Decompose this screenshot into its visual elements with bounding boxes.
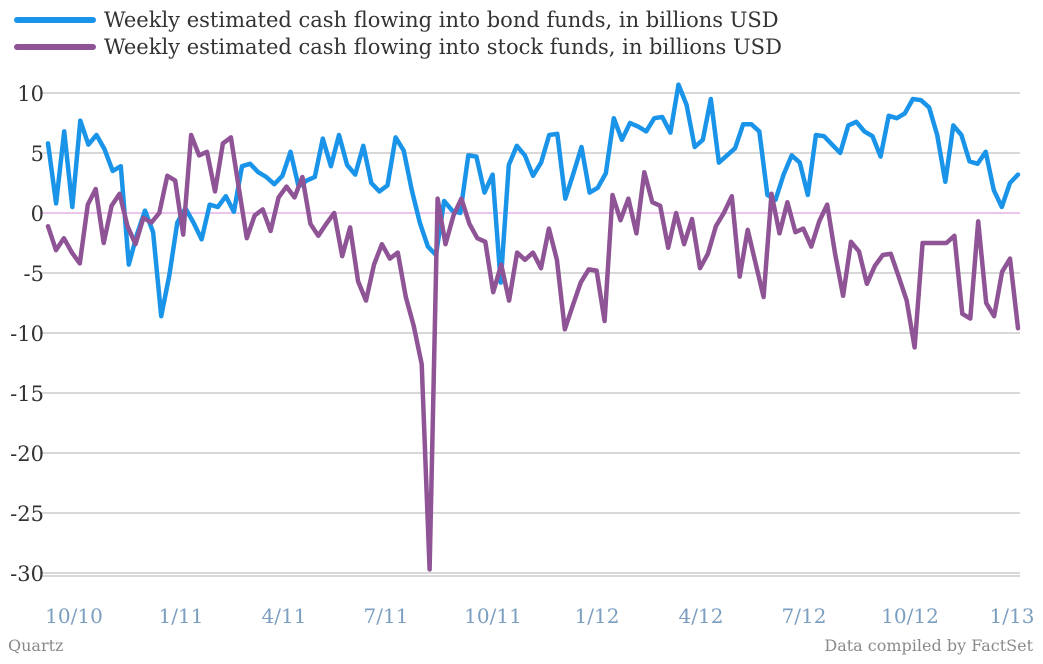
x-tick-label: 1/11 [159,604,204,628]
y-tick-label: -10 [10,322,44,346]
y-tick-label: -5 [24,262,44,286]
y-axis-tick-labels: 10 5 0 -5 -10 -15 -20 -25 -30 [10,82,44,586]
x-tick-label: 4/12 [679,604,724,628]
chart-series [45,82,1021,572]
y-tick-label: 5 [31,142,44,166]
legend-item-stock-funds: Weekly estimated cash flowing into stock… [14,33,782,60]
y-tick-label: -15 [10,382,44,406]
grid-lines [40,92,1020,577]
x-tick-label: 7/12 [782,604,827,628]
y-tick-label: 0 [31,202,44,226]
x-axis-tick-labels: 10/10 1/11 4/11 7/11 10/11 1/12 4/12 7/12 10/12 1… [45,604,1034,628]
x-tick-label: 10/10 [45,604,103,628]
x-tick-label: 1/12 [575,604,620,628]
y-tick-label: -30 [10,562,44,586]
x-tick-label: 10/11 [464,604,522,628]
x-tick-label: 7/11 [364,604,409,628]
y-tick-label: -20 [10,442,44,466]
x-tick-label: 4/11 [262,604,307,628]
legend-item-bond-funds: Weekly estimated cash flowing into bond … [14,6,782,33]
series-line-bond-funds [45,82,1021,319]
y-tick-label: 10 [17,82,44,106]
legend-label-stock-funds: Weekly estimated cash flowing into stock… [104,34,782,59]
legend-label-bond-funds: Weekly estimated cash flowing into bond … [104,7,779,32]
legend-swatch-bond-funds [14,16,96,23]
chart-legend: Weekly estimated cash flowing into bond … [14,6,782,60]
series-line-stock-funds [45,132,1021,572]
x-tick-label: 1/13 [990,604,1035,628]
footer-source: Data compiled by FactSet [824,636,1033,655]
y-tick-label: -25 [10,502,44,526]
x-tick-label: 10/12 [881,604,939,628]
footer-credit: Quartz [8,636,64,655]
legend-swatch-stock-funds [14,43,96,50]
